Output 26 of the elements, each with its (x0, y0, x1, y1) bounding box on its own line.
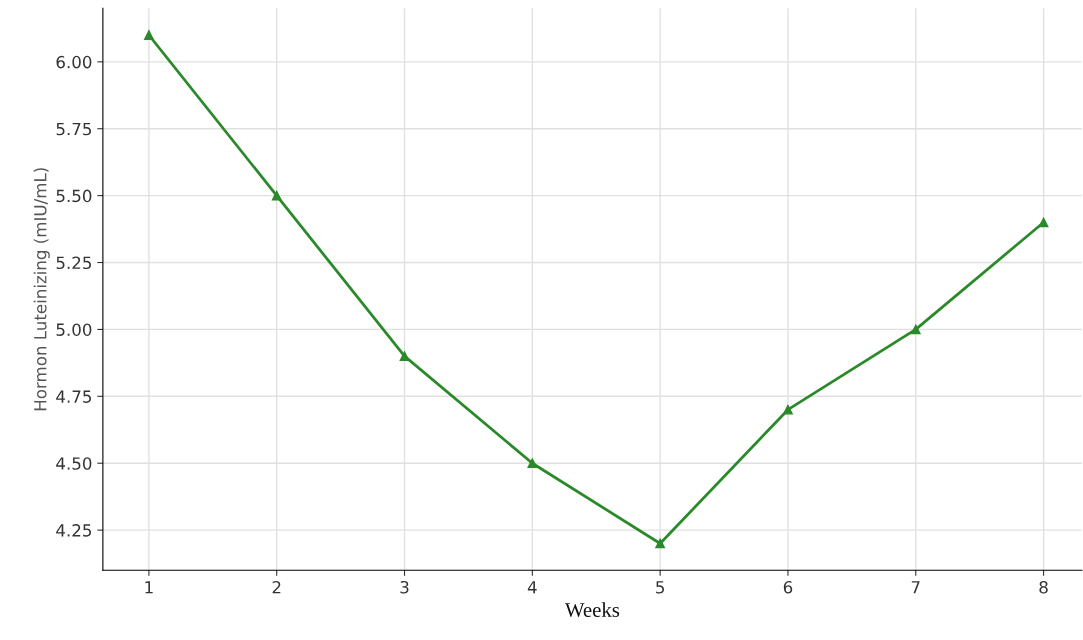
y-tick-label: 5.00 (56, 323, 92, 336)
point (527, 458, 538, 469)
y-axis-title: Hormon Luteinizing (mIU/mL) (33, 168, 50, 411)
x-tick-label: 3 (400, 580, 409, 594)
x-tick-label: 2 (272, 580, 281, 594)
point (144, 30, 154, 40)
x-tick-label: 8 (1039, 580, 1048, 594)
y-tick-label: 5.25 (56, 256, 92, 270)
x-tick-label: 5 (656, 581, 664, 594)
point (910, 324, 921, 335)
point (1038, 217, 1049, 228)
y-tick-label: 4.50 (56, 457, 92, 470)
point (783, 404, 793, 415)
y-tick-label: 4.75 (56, 390, 92, 403)
y-tick-label: 4.25 (56, 524, 92, 537)
x-tick-label: 4 (527, 581, 537, 594)
point (655, 538, 666, 549)
y-tick-label: 6.00 (56, 55, 92, 69)
y-tick-label: 5.50 (56, 189, 92, 203)
x-tick-label: 1 (145, 581, 153, 594)
x-tick-label: 7 (911, 581, 920, 594)
x-tick-label: 6 (783, 580, 793, 594)
point (399, 351, 410, 362)
y-tick-label: 5.75 (56, 122, 92, 136)
x-axis-title: Weeks (564, 602, 620, 618)
point (271, 190, 282, 201)
